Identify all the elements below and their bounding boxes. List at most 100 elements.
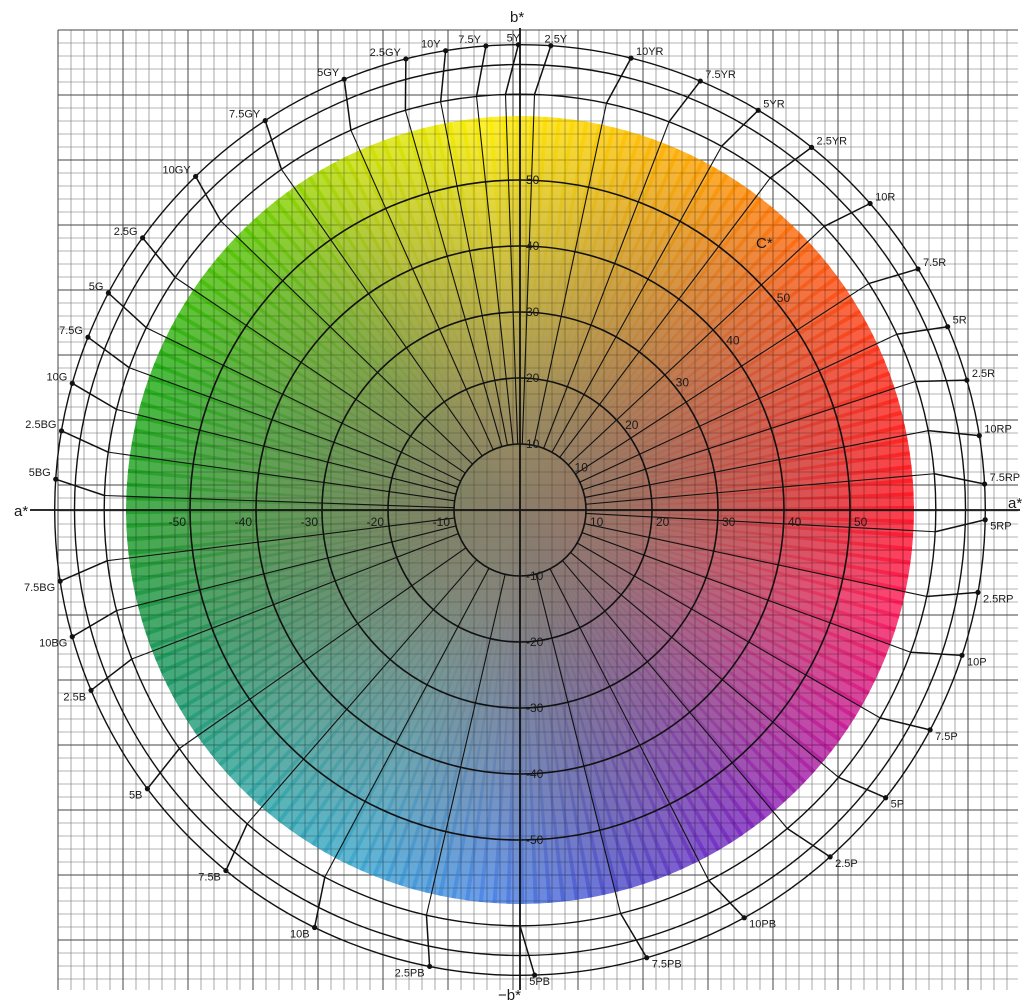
hue-dot — [193, 173, 199, 180]
hue-label: 5P — [891, 799, 904, 811]
hue-dot — [311, 924, 318, 931]
hue-label: 5YR — [763, 98, 784, 110]
hue-dot — [959, 652, 965, 658]
hue-leader-line — [823, 202, 871, 228]
neg-b-axis-label: −b* — [498, 987, 521, 1004]
hue-radial-line — [521, 94, 536, 445]
hue-label: 7.5R — [923, 257, 946, 269]
hue-label: 7.5PB — [652, 959, 682, 971]
hue-dot — [341, 76, 347, 82]
hue-label: 2.5YR — [817, 135, 848, 147]
hue-label: 5R — [953, 315, 967, 327]
hue-dot — [443, 48, 449, 54]
hue-leader-line — [769, 146, 813, 179]
hue-dot — [976, 433, 982, 439]
hue-dot — [58, 428, 65, 434]
hue-radial-line — [584, 430, 929, 498]
hue-leader-line — [425, 915, 431, 967]
hue-dot — [827, 854, 833, 860]
chroma-ring-label: 40 — [726, 333, 740, 347]
hue-radial-line — [543, 121, 670, 449]
hue-dot — [144, 786, 151, 792]
hue-dot — [427, 963, 433, 970]
a-tick-label: 40 — [788, 515, 802, 529]
hue-leader-line — [668, 80, 701, 123]
hue-label: 2.5Y — [545, 34, 568, 46]
hue-dot — [964, 377, 970, 383]
hue-dot — [53, 476, 59, 482]
hue-dot — [548, 43, 554, 49]
hue-leader-line — [225, 823, 248, 871]
chroma-ring-label: 20 — [625, 418, 639, 432]
b-tick-label: -10 — [526, 569, 544, 583]
hue-label: 2.5B — [63, 691, 86, 703]
hue-radial-line — [576, 542, 881, 719]
hue-label: 7.5Y — [458, 34, 481, 46]
hue-dot — [982, 517, 988, 523]
hue-radial-line — [579, 333, 898, 483]
hue-leader-line — [313, 876, 326, 928]
hue-dot — [223, 867, 229, 874]
a-tick-label: 30 — [722, 515, 736, 529]
hue-radial-line — [146, 327, 461, 482]
b-tick-label: -40 — [526, 767, 544, 781]
hue-radial-line — [567, 226, 825, 466]
hue-radial-line — [179, 547, 467, 749]
hue-leader-line — [928, 429, 980, 437]
hue-radial-line — [108, 451, 455, 502]
hue-leader-line — [868, 268, 919, 285]
hue-leader-line — [475, 45, 487, 97]
hue-radial-line — [581, 532, 911, 653]
hue-label: 7.5P — [935, 731, 958, 743]
chroma-label: C* — [756, 235, 773, 252]
hue-dot — [808, 144, 815, 150]
b-tick-label: -50 — [526, 833, 544, 847]
hue-label: 2.5P — [835, 858, 858, 870]
hue-leader-line — [504, 44, 520, 95]
hue-leader-line — [708, 879, 745, 919]
hue-dot — [69, 634, 75, 640]
hue-label: 5RP — [990, 521, 1011, 533]
hue-leader-line — [343, 79, 352, 131]
hue-label: 10BG — [39, 638, 67, 650]
hue-radial-line — [350, 129, 494, 450]
hue-leader-line — [71, 609, 117, 638]
hue-leader-line — [605, 57, 632, 104]
b-tick-label: 20 — [526, 371, 540, 385]
hue-leader-line — [926, 591, 979, 598]
hue-dot — [927, 727, 933, 733]
hue-leader-line — [146, 748, 180, 790]
hue-label: 5BG — [29, 467, 51, 479]
hue-label: 5GY — [317, 67, 340, 79]
hue-label: 7.5YR — [705, 69, 736, 81]
hue-dot — [69, 380, 75, 386]
hue-label: 10RP — [984, 424, 1012, 436]
hue-label: 7.5BG — [24, 582, 55, 594]
hue-radial-line — [570, 552, 839, 778]
hue-dot — [883, 795, 889, 801]
hue-radial-line — [104, 494, 455, 509]
hue-leader-line — [934, 473, 985, 485]
hue-radial-line — [107, 517, 455, 562]
hue-leader-line — [533, 45, 552, 95]
hue-radial-line — [131, 533, 459, 660]
hue-radial-line — [129, 367, 459, 488]
hue-radial-line — [440, 101, 508, 446]
a-tick-label: 10 — [590, 515, 604, 529]
hue-dot — [532, 972, 538, 978]
hue-dot — [403, 56, 409, 62]
hue-leader-line — [915, 379, 967, 383]
b-tick-label: 30 — [526, 305, 540, 319]
b-tick-label: 50 — [526, 173, 540, 187]
hue-label: 5PB — [529, 976, 550, 988]
hue-label: 2.5RP — [983, 593, 1014, 605]
b-axis-label: b* — [510, 9, 524, 26]
hue-leader-line — [55, 478, 105, 497]
hue-leader-line — [786, 827, 831, 858]
a-tick-label: -20 — [367, 515, 385, 529]
b-tick-label: 40 — [526, 239, 540, 253]
a-tick-label: 50 — [854, 515, 868, 529]
color-disk — [126, 116, 914, 904]
hue-label: 5Y — [507, 33, 521, 45]
